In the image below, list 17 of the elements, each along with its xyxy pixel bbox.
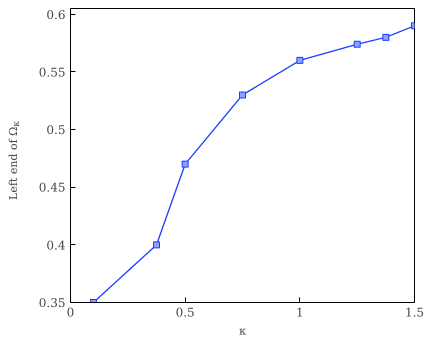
- point: [182, 160, 189, 168]
- x-tick-label: 0.5: [176, 306, 195, 320]
- x-tick-label: 1.5: [404, 306, 424, 320]
- point: [239, 91, 246, 98]
- y-tick-label: 0.35: [38, 296, 66, 310]
- x-tick-label: 1: [296, 306, 304, 320]
- point: [382, 34, 390, 41]
- y-tick-label: 0.55: [38, 65, 66, 80]
- y-tick-label: 0.6: [46, 8, 66, 22]
- y-tick-label: 0.5: [46, 123, 66, 138]
- point: [354, 40, 361, 48]
- point: [153, 241, 160, 248]
- point: [296, 56, 304, 64]
- y-tick-label: 0.45: [38, 180, 66, 195]
- x-axis-title: κ: [239, 324, 246, 338]
- y-tick-label: 0.4: [46, 238, 66, 252]
- x-tick-label: 0: [66, 306, 74, 320]
